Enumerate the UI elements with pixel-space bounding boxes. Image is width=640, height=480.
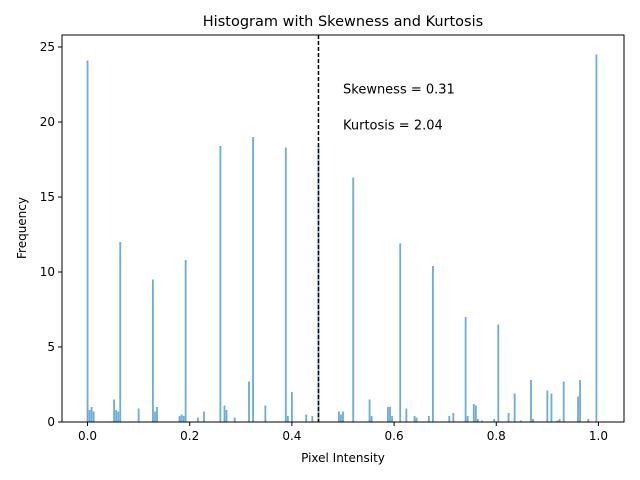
histogram-bar [90, 407, 93, 422]
histogram-bar [223, 405, 226, 422]
y-tick-label: 25 [40, 40, 55, 54]
histogram-bar [178, 416, 181, 422]
histogram-bar [352, 177, 355, 422]
histogram-bar [264, 405, 267, 422]
histogram-bar [474, 405, 477, 422]
histogram-bar [305, 414, 308, 422]
histogram-bar [180, 414, 183, 422]
histogram-bar [448, 416, 451, 422]
y-tick-label: 15 [40, 190, 55, 204]
histogram-bar [432, 266, 434, 422]
histogram-bar [481, 420, 483, 422]
y-tick-label: 20 [40, 115, 55, 129]
histogram-bar [405, 408, 408, 422]
annotations: Skewness = 0.31 Kurtosis = 2.04 [343, 83, 455, 134]
histogram-bar [184, 260, 187, 422]
y-tick-label: 10 [40, 265, 55, 279]
histogram-bar [546, 390, 549, 422]
histogram-bar [497, 324, 500, 422]
histogram-bar [427, 416, 430, 422]
histogram-bar [196, 417, 199, 422]
histogram-bar [219, 146, 222, 422]
plot-frame [61, 34, 625, 423]
histogram-bar [452, 413, 455, 422]
histogram-bar [399, 243, 402, 422]
histogram-bar [476, 419, 479, 422]
x-axis-ticks: 0.0 0.2 0.4 0.6 0.8 1.0 [78, 422, 608, 443]
histogram-bar [389, 407, 391, 422]
histogram-bar [340, 414, 342, 422]
histogram-bar [203, 411, 205, 422]
histogram-bar [493, 419, 496, 422]
histogram-bar [154, 411, 156, 422]
histogram-bar [88, 410, 91, 422]
histogram-bar [342, 411, 344, 422]
histogram-bar [286, 416, 289, 422]
histogram-bar [532, 419, 534, 422]
histogram-bar [577, 396, 579, 422]
histogram-bar [579, 380, 581, 422]
histogram-bar [311, 416, 314, 422]
histogram-bar [92, 411, 95, 422]
histogram-bar [550, 393, 553, 422]
histogram-bar [152, 279, 154, 422]
histogram-bar [284, 147, 287, 422]
histogram-bar [252, 137, 254, 422]
histogram-bar [595, 54, 598, 422]
histogram-bar [558, 419, 561, 422]
x-tick-label: 1.0 [589, 429, 608, 443]
histogram-bar [117, 411, 120, 422]
histogram-bar [413, 416, 416, 422]
histogram-bar [587, 419, 590, 422]
histogram-bar [370, 416, 373, 422]
x-tick-label: 0.8 [487, 429, 506, 443]
histogram-bar [530, 380, 532, 422]
x-axis-label: Pixel Intensity [301, 451, 385, 465]
annotation-text: Kurtosis = 2.04 [343, 119, 443, 134]
histogram-bar [466, 416, 469, 422]
histogram-bar [556, 420, 559, 422]
histogram-bar [368, 399, 371, 422]
histogram-bar [86, 60, 89, 422]
histogram-bar [391, 416, 393, 422]
histogram-bar [472, 404, 475, 422]
y-tick-label: 0 [47, 415, 55, 429]
x-tick-label: 0.4 [282, 429, 301, 443]
histogram-bar [519, 420, 522, 422]
y-tick-label: 5 [47, 340, 55, 354]
histogram-bar [225, 410, 228, 422]
y-axis-label: Frequency [15, 197, 29, 259]
annotation-text: Skewness = 0.31 [343, 83, 455, 98]
histogram-bar [513, 393, 516, 422]
histogram-bar [464, 317, 467, 422]
histogram-bar [182, 416, 185, 422]
x-tick-label: 0.2 [180, 429, 199, 443]
histogram-bar [137, 408, 140, 422]
histogram-bar [415, 417, 418, 422]
histogram-bar [115, 410, 118, 422]
x-tick-label: 0.6 [385, 429, 404, 443]
histogram-bar [290, 392, 293, 422]
histogram-bar [248, 381, 250, 422]
x-tick-label: 0.0 [78, 429, 97, 443]
y-axis-ticks: 0 5 10 15 20 25 [40, 40, 62, 429]
histogram-bar [113, 399, 116, 422]
histogram-bar [233, 417, 236, 422]
histogram-bar [119, 242, 122, 422]
histogram-bar [337, 411, 340, 422]
chart-title: Histogram with Skewness and Kurtosis [203, 14, 483, 30]
histogram-bar [387, 407, 389, 422]
histogram-bar [156, 407, 158, 422]
histogram-bar [507, 413, 510, 422]
histogram-bar [562, 381, 565, 422]
